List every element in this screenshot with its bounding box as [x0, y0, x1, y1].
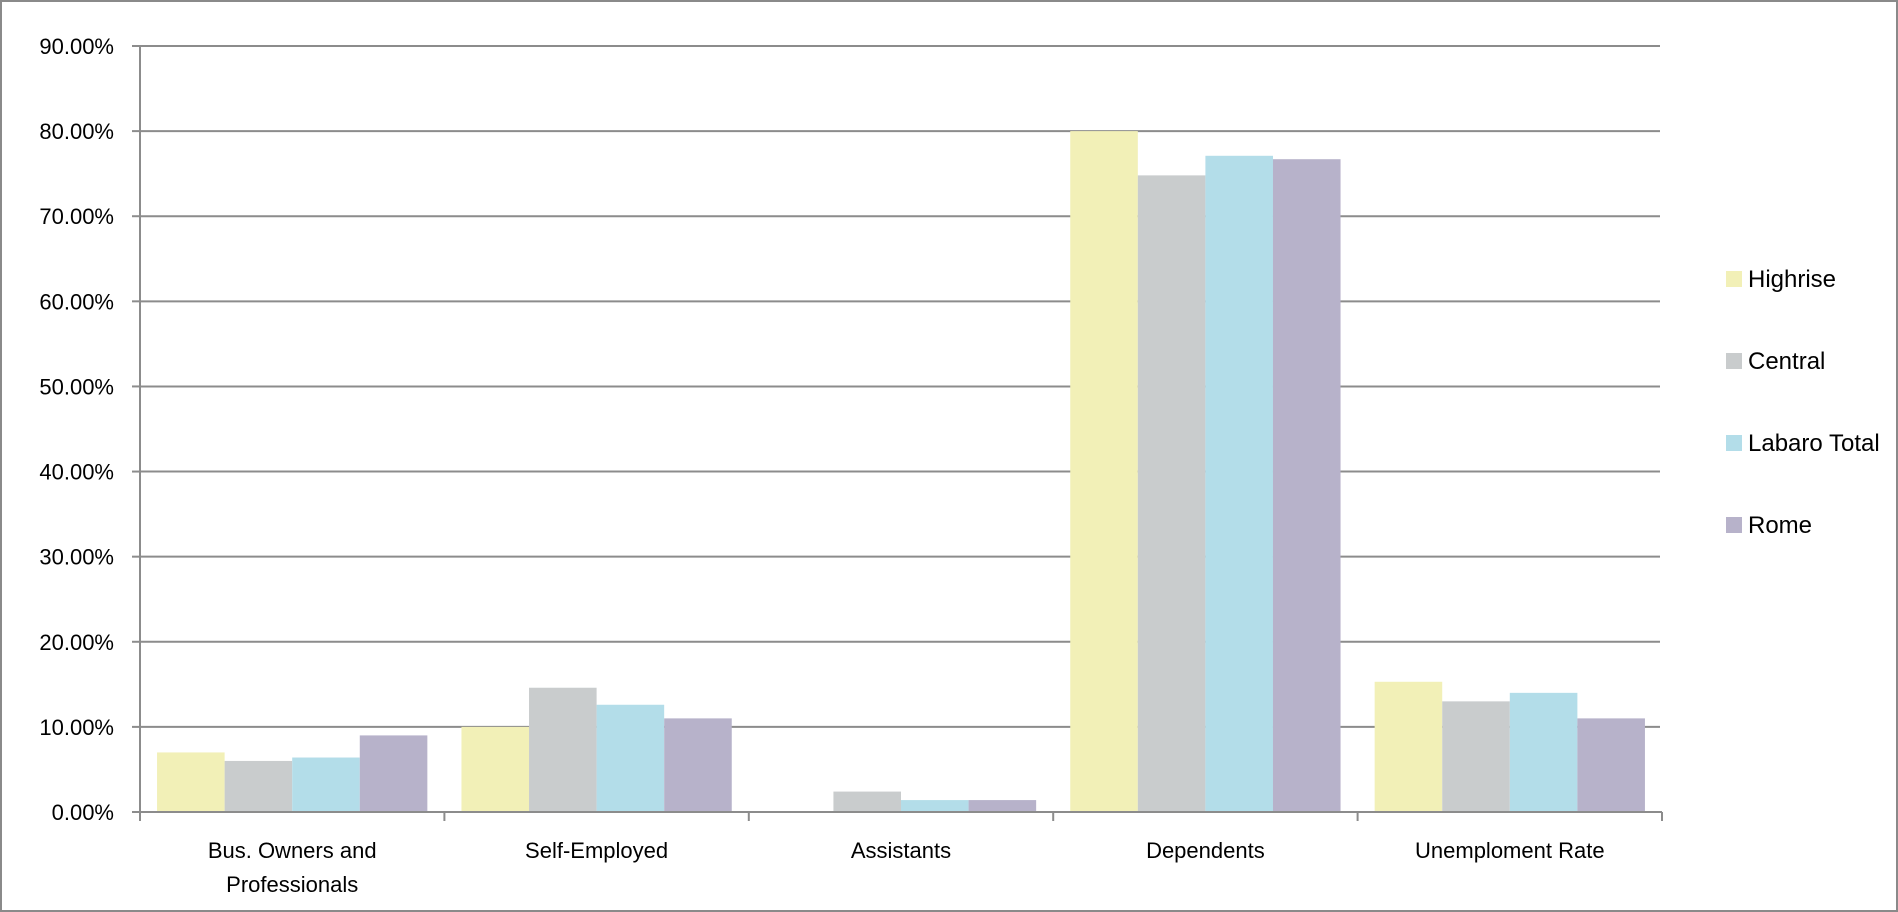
- bar-central: [529, 687, 597, 812]
- y-tick-label: 0.00%: [52, 800, 114, 825]
- x-tick-label: Unemploment Rate: [1415, 838, 1605, 863]
- y-tick-label: 30.00%: [39, 545, 114, 570]
- bar-labaro-total: [292, 757, 360, 812]
- bar-labaro-total: [901, 800, 969, 812]
- x-tick-label: Dependents: [1146, 838, 1265, 863]
- bar-rome: [359, 735, 428, 812]
- legend-label: Rome: [1748, 512, 1812, 539]
- bar-rome: [664, 718, 732, 812]
- bar-central: [833, 791, 901, 812]
- x-tick-label: Bus. Owners and: [208, 838, 377, 863]
- bar-highrise: [1374, 681, 1443, 812]
- bar-central: [224, 760, 293, 812]
- legend-swatch: [1726, 517, 1742, 533]
- axes: 0.00% 10.00% 20.00% 30.00% 40.00% 50.00% 60.00…: [39, 34, 1663, 897]
- bar-labaro-total: [1509, 692, 1578, 812]
- y-tick-label: 10.00%: [39, 715, 114, 740]
- legend-label: Central: [1748, 348, 1825, 375]
- y-tick-label: 70.00%: [39, 204, 114, 229]
- bar-central: [1442, 701, 1510, 812]
- y-tick-label: 50.00%: [39, 374, 114, 399]
- y-tick-label: 20.00%: [39, 630, 114, 655]
- legend-label: Highrise: [1748, 266, 1836, 293]
- x-tick-label: Self-Employed: [525, 838, 668, 863]
- bars: [157, 131, 1645, 813]
- x-tick-label: Professionals: [226, 872, 358, 897]
- bar-highrise: [1070, 131, 1138, 813]
- y-tick-label: 40.00%: [39, 460, 114, 485]
- legend-swatch: [1726, 435, 1742, 451]
- y-tick-label: 90.00%: [39, 34, 114, 59]
- legend: Highrise Central Labaro Total Rome: [1726, 266, 1880, 539]
- bar-highrise: [461, 726, 530, 812]
- x-tick-label: Assistants: [851, 838, 951, 863]
- bar-rome: [968, 800, 1037, 812]
- bar-labaro-total: [1205, 155, 1273, 812]
- y-tick-label: 80.00%: [39, 119, 114, 144]
- legend-swatch: [1726, 271, 1742, 287]
- legend-swatch: [1726, 353, 1742, 369]
- bar-central: [1137, 175, 1206, 812]
- legend-label: Labaro Total: [1748, 430, 1880, 457]
- bar-highrise: [157, 752, 225, 812]
- bar-rome: [1272, 159, 1341, 813]
- bar-labaro-total: [596, 704, 665, 812]
- y-tick-label: 60.00%: [39, 289, 114, 314]
- bar-rome: [1577, 718, 1645, 812]
